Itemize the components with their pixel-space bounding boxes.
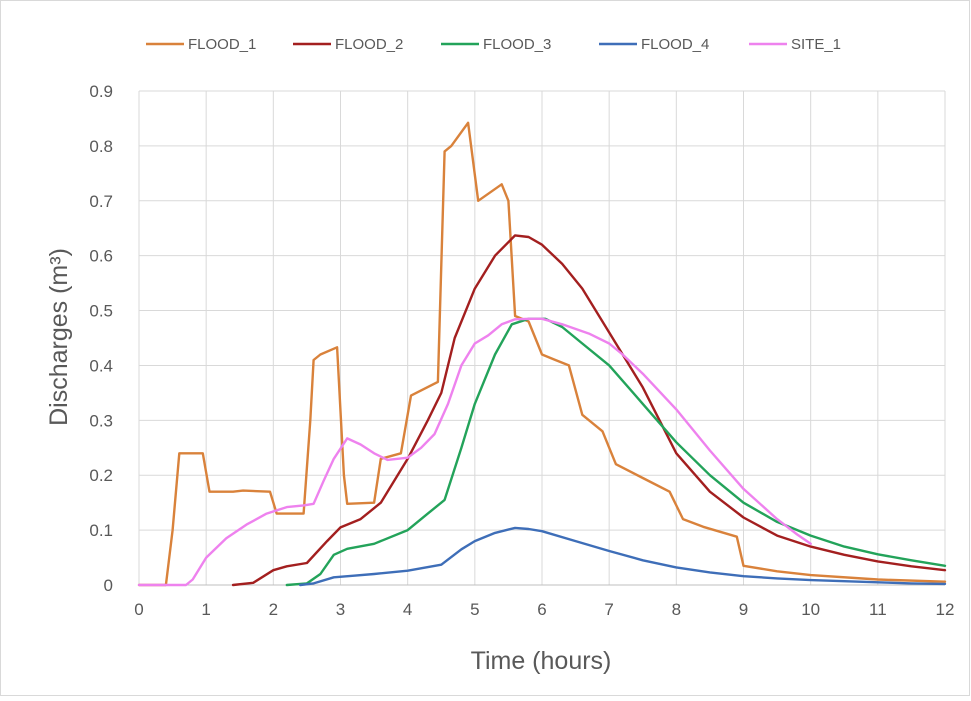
y-tick-label: 0.9 [89,82,113,101]
y-tick-label: 0 [104,576,113,595]
legend-label: FLOOD_2 [335,36,403,53]
x-tick-label: 5 [470,600,479,619]
legend-label: FLOOD_3 [483,36,551,53]
y-tick-label: 0.5 [89,302,113,321]
x-tick-label: 11 [869,600,887,619]
x-axis-tick-labels: 0 1 2 3 4 5 6 7 8 9 10 11 12 [134,600,954,619]
legend-label: FLOOD_4 [641,36,709,53]
y-tick-label: 0.4 [89,356,113,375]
x-axis-title: Time (hours) [471,647,612,675]
series-line-flood-4 [299,526,947,587]
y-tick-label: 0.1 [89,521,113,540]
legend-label: FLOOD_1 [188,36,256,53]
series-lines [137,121,947,587]
legend: FLOOD_1 FLOOD_2 FLOOD_3 FLOOD_4 SITE_1 [146,36,841,53]
x-tick-label: 3 [336,600,345,619]
x-tick-label: 12 [936,600,955,619]
x-tick-label: 8 [672,600,681,619]
x-tick-label: 6 [537,600,546,619]
grid-lines [138,90,946,586]
series-line-flood-1 [137,121,947,587]
y-tick-label: 0.8 [89,137,113,156]
legend-label: SITE_1 [791,36,841,53]
series-line-flood-3 [285,317,947,587]
y-tick-label: 0.2 [89,466,113,485]
series-line-flood-2 [231,234,947,587]
y-tick-label: 0.6 [89,247,113,266]
x-tick-label: 9 [739,600,748,619]
series-line-site-1 [137,317,812,587]
x-tick-label: 4 [403,600,412,619]
x-tick-label: 10 [801,600,820,619]
x-tick-label: 7 [604,600,613,619]
x-tick-label: 0 [134,600,143,619]
y-axis-tick-labels: 0 0.1 0.2 0.3 0.4 0.5 0.6 0.7 0.8 0.9 [89,82,113,595]
x-tick-label: 1 [201,600,210,619]
y-tick-label: 0.3 [89,411,113,430]
y-axis-title: Discharges (m³) [45,248,73,426]
x-tick-label: 2 [269,600,278,619]
y-tick-label: 0.7 [89,192,113,211]
